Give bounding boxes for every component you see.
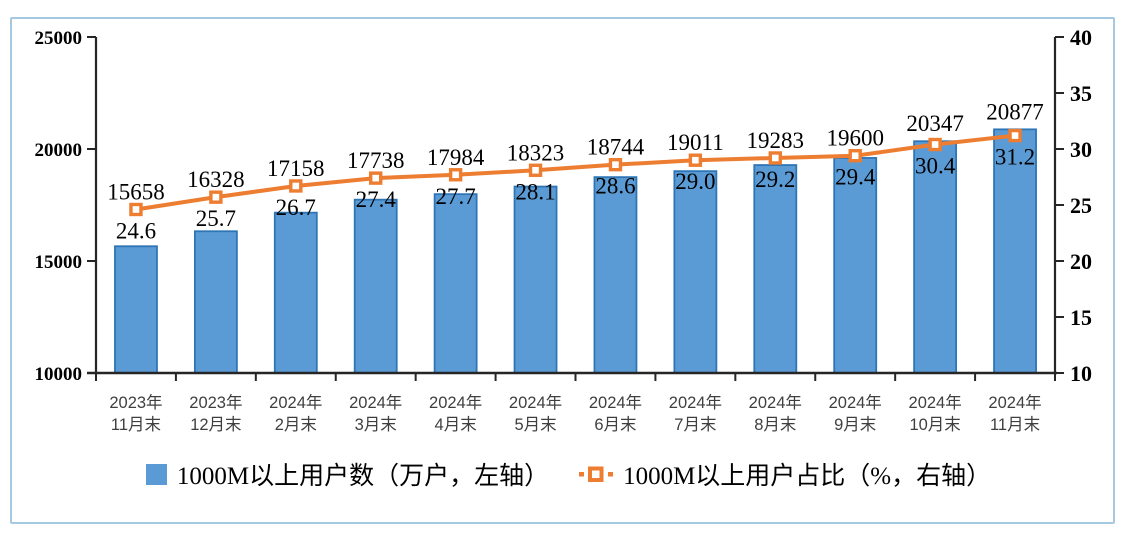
left-axis-tick-label: 25000 <box>35 28 83 49</box>
x-category-label-month: 12月末 <box>190 415 241 434</box>
ratio-value-label: 27.7 <box>436 184 476 209</box>
bar-value-label: 16328 <box>187 167 245 192</box>
bar-0 <box>114 245 158 374</box>
right-axis-tick-label: 20 <box>1070 249 1092 274</box>
legend-label-line-series: 1000M以上用户占比（%，右轴） <box>623 463 992 490</box>
x-category-label-year: 2024年 <box>909 393 962 412</box>
bar-8 <box>753 164 798 374</box>
x-category-label-year: 2024年 <box>269 393 322 412</box>
legend-label-bar-series: 1000M以上用户数（万户，左轴） <box>176 463 550 490</box>
ratio-value-label: 31.2 <box>995 145 1035 170</box>
line-marker-0 <box>129 202 143 217</box>
x-category-label-year: 2024年 <box>349 393 402 412</box>
line-marker-11 <box>1008 128 1022 143</box>
bar-value-label: 17158 <box>267 156 325 181</box>
bar-10 <box>913 140 958 374</box>
ratio-value-label: 27.4 <box>356 187 397 212</box>
ratio-value-label: 24.6 <box>116 218 156 243</box>
x-category-label-year: 2023年 <box>189 393 242 412</box>
ratio-value-label: 26.7 <box>276 195 316 220</box>
line-marker-4 <box>448 168 463 182</box>
line-marker-9 <box>848 149 862 163</box>
panel-border <box>10 17 1115 524</box>
ratio-value-label: 29.0 <box>675 169 715 194</box>
right-axis-tick-label: 15 <box>1070 305 1092 330</box>
x-category-label-month: 5月末 <box>514 415 556 434</box>
right-axis-tick-label: 10 <box>1070 361 1092 386</box>
bar-value-label: 20877 <box>986 99 1044 124</box>
x-category-label-year: 2024年 <box>829 393 882 412</box>
bar-swatch-icon <box>145 463 167 485</box>
x-category-label-month: 3月末 <box>355 415 397 434</box>
bar-7 <box>673 170 718 374</box>
x-category-label-month: 4月末 <box>435 415 477 434</box>
bar-value-label: 20347 <box>906 111 964 136</box>
x-category-label-year: 2024年 <box>589 393 642 412</box>
line-marker-2 <box>289 179 303 193</box>
x-category-label-month: 11月末 <box>111 415 161 434</box>
x-category-label-month: 11月末 <box>990 415 1040 434</box>
right-axis-tick-label: 35 <box>1070 81 1092 106</box>
bar-9 <box>833 157 878 374</box>
ratio-value-label: 30.4 <box>915 154 956 179</box>
bar-6 <box>593 176 638 374</box>
x-category-label-month: 8月末 <box>754 415 796 434</box>
bar-value-label: 18323 <box>507 140 565 165</box>
x-category-label-year: 2024年 <box>749 393 802 412</box>
x-category-label-month: 10月末 <box>909 415 960 434</box>
bar-value-label: 17984 <box>427 145 485 170</box>
line-marker-7 <box>688 153 703 167</box>
bar-value-label: 15658 <box>107 179 165 204</box>
ratio-value-label: 28.1 <box>515 179 555 204</box>
x-category-label-month: 7月末 <box>674 415 716 434</box>
ratio-line <box>135 133 1016 212</box>
x-category-label-year: 2024年 <box>669 393 722 412</box>
bar-value-label: 17738 <box>347 148 405 173</box>
right-axis-tick-label: 40 <box>1070 25 1092 50</box>
left-axis-tick-label: 10000 <box>35 364 83 385</box>
bar-5 <box>513 185 558 374</box>
line-marker-6 <box>608 157 623 172</box>
x-category-label-month: 9月末 <box>834 415 876 434</box>
x-category-label-year: 2023年 <box>109 393 162 412</box>
bar-value-label: 18744 <box>587 135 645 160</box>
x-category-label-year: 2024年 <box>988 393 1041 412</box>
bar-value-label: 19011 <box>667 130 724 155</box>
x-category-label-year: 2024年 <box>509 393 562 412</box>
line-marker-3 <box>369 171 383 185</box>
x-category-label-month: 6月末 <box>594 415 636 434</box>
bar-value-label: 19283 <box>747 128 805 153</box>
bar-3 <box>353 198 398 374</box>
line-marker-10 <box>928 137 942 152</box>
line-marker-swatch-icon <box>579 466 614 482</box>
ratio-value-label: 29.4 <box>835 165 876 190</box>
chart-legend: 1000M以上用户数（万户，左轴） 1000M以上用户占比（%，右轴） <box>0 448 1137 500</box>
line-marker-1 <box>209 190 223 204</box>
line-marker-8 <box>768 151 782 165</box>
left-axis-tick-label: 15000 <box>35 252 83 273</box>
bar-4 <box>433 193 478 374</box>
ratio-value-label: 28.6 <box>595 174 635 199</box>
bar-value-label: 19600 <box>826 126 884 151</box>
left-axis-tick-label: 20000 <box>35 140 83 161</box>
ratio-value-label: 25.7 <box>196 206 236 231</box>
x-category-label-month: 2月末 <box>275 415 317 434</box>
line-marker-5 <box>528 163 543 177</box>
ratio-value-label: 29.2 <box>755 167 795 192</box>
legend-item-line-series: 1000M以上用户占比（%，右轴） <box>579 456 991 492</box>
bar-1 <box>193 230 238 374</box>
right-axis-tick-label: 30 <box>1070 137 1092 162</box>
legend-item-bar-series: 1000M以上用户数（万户，左轴） <box>145 456 550 492</box>
right-axis-tick-label: 25 <box>1070 193 1092 218</box>
x-category-label-year: 2024年 <box>429 393 482 412</box>
bar-2 <box>273 211 318 374</box>
bar-11 <box>993 128 1037 374</box>
